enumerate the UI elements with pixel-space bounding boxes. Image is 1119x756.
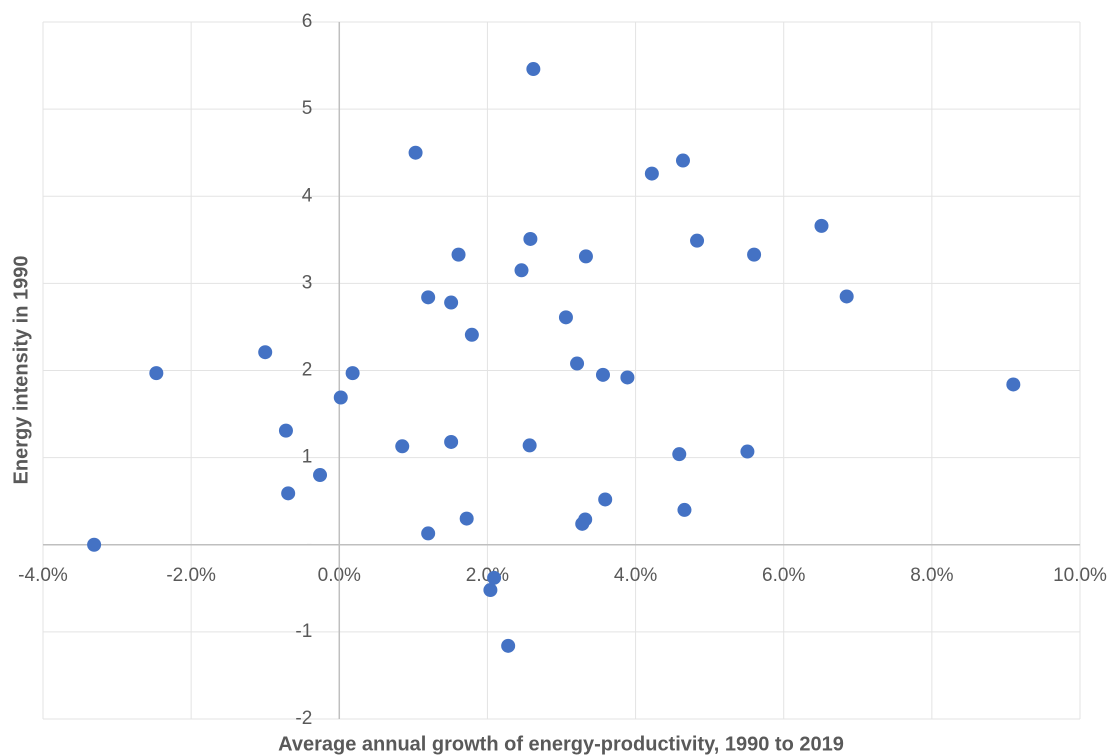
point — [408, 145, 423, 160]
y-tick-label: 6 — [302, 11, 313, 32]
point — [149, 366, 164, 381]
axes: -4.0%-2.0%0.0%2.0%4.0%6.0%8.0%10.0%-2-1-… — [18, 11, 1107, 729]
point — [677, 502, 692, 517]
point — [464, 327, 479, 342]
point — [313, 468, 328, 483]
point — [526, 62, 541, 77]
point — [644, 166, 659, 181]
point — [87, 537, 102, 552]
y-tick-label: 3 — [302, 272, 313, 293]
point — [421, 526, 436, 541]
x-tick-label: -2.0% — [166, 565, 216, 586]
point — [814, 218, 829, 233]
points — [87, 62, 1021, 653]
point — [278, 423, 293, 438]
point — [747, 247, 762, 262]
point — [690, 233, 705, 248]
point — [333, 390, 348, 405]
point — [281, 486, 296, 501]
point — [675, 153, 690, 168]
point — [578, 249, 593, 264]
point — [451, 247, 466, 262]
x-tick-label: 8.0% — [910, 565, 953, 586]
y-tick-label: -2 — [295, 708, 312, 729]
point — [483, 583, 498, 598]
x-tick-label: -4.0% — [18, 565, 68, 586]
y-tick-label: 2 — [302, 360, 313, 381]
point — [421, 290, 436, 305]
point — [672, 447, 687, 462]
point — [487, 570, 502, 585]
point — [514, 263, 529, 278]
point — [620, 370, 635, 385]
point — [459, 511, 474, 526]
grid — [42, 21, 1081, 720]
point — [740, 444, 755, 459]
point — [501, 638, 516, 653]
point — [523, 231, 538, 246]
point — [558, 310, 573, 325]
point — [522, 438, 537, 453]
point — [444, 295, 459, 310]
x-axis-title: Average annual growth of energy-producti… — [278, 733, 844, 755]
point — [395, 439, 410, 454]
y-tick-label: -1 — [295, 621, 312, 642]
point — [1006, 377, 1021, 392]
point — [578, 512, 593, 527]
x-tick-label: 10.0% — [1053, 565, 1107, 586]
point — [598, 492, 613, 507]
y-tick-label: 1 — [302, 447, 313, 468]
point — [570, 356, 585, 371]
point — [444, 434, 459, 449]
y-tick-label: 4 — [302, 185, 313, 206]
x-tick-label: 6.0% — [762, 565, 805, 586]
point — [839, 289, 854, 304]
y-axis-title: Energy intensity in 1990 — [10, 256, 32, 485]
point — [345, 366, 360, 381]
y-tick-label: 5 — [302, 98, 313, 119]
x-tick-label: 2.0% — [466, 565, 509, 586]
x-tick-label: 4.0% — [614, 565, 657, 586]
point — [595, 367, 610, 382]
point — [258, 345, 273, 360]
